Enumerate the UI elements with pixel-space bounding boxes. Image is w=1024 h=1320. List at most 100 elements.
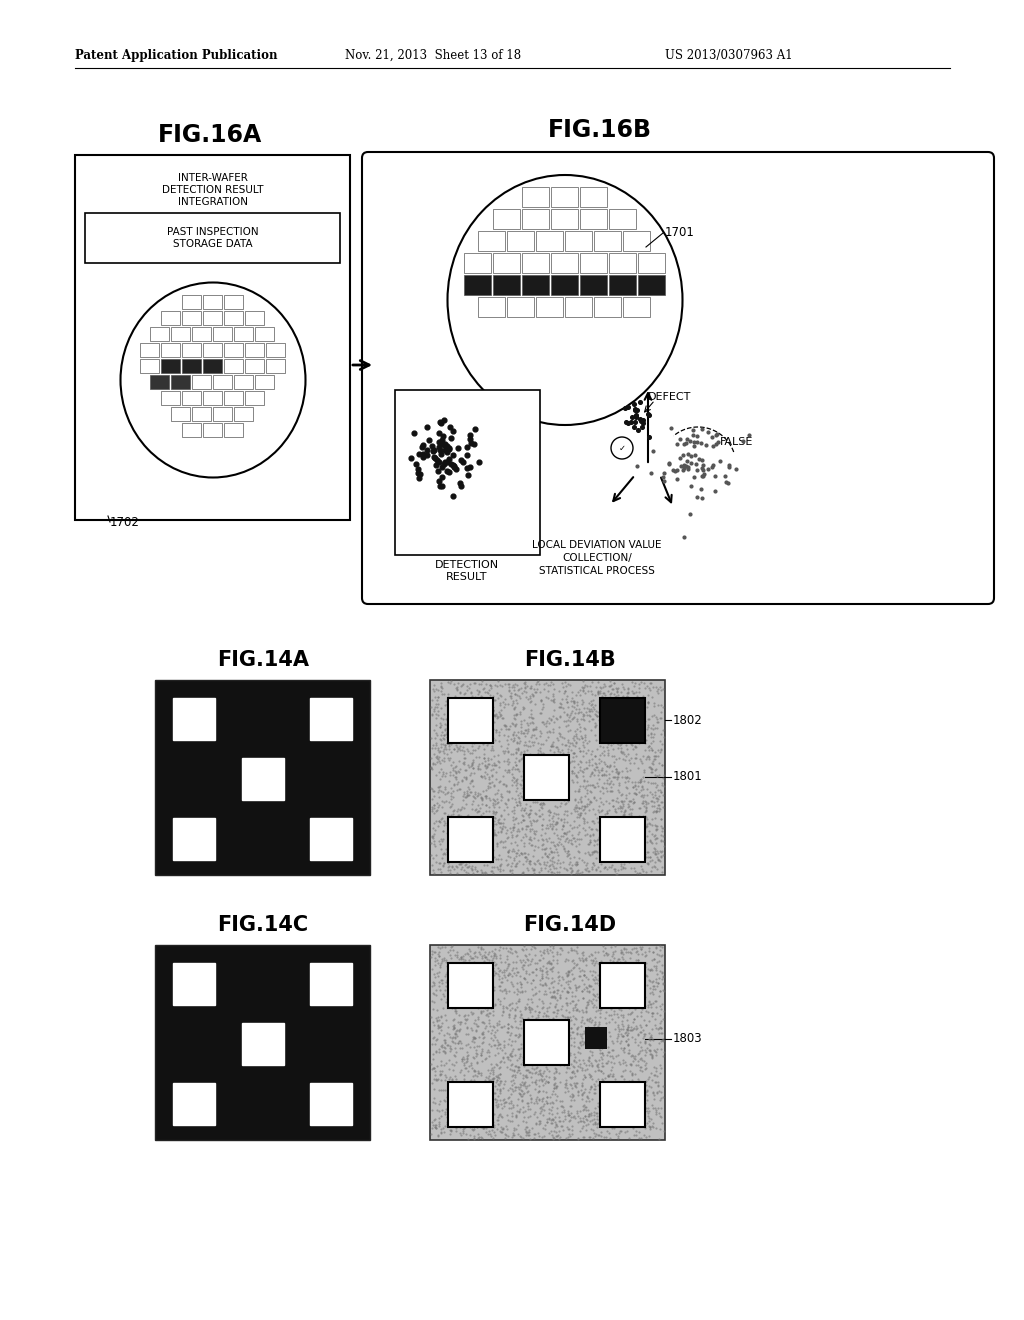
Point — [514, 957, 530, 978]
Point — [532, 1032, 549, 1053]
Point — [500, 820, 516, 841]
Point — [624, 1044, 640, 1065]
Point — [439, 841, 456, 862]
Point — [615, 791, 632, 812]
Point — [579, 676, 595, 697]
Point — [468, 841, 484, 862]
Point — [615, 702, 632, 723]
Point — [562, 1067, 579, 1088]
Point — [651, 1118, 668, 1139]
Point — [630, 983, 646, 1005]
Point — [439, 1111, 456, 1133]
Point — [477, 838, 494, 859]
Point — [507, 673, 523, 694]
Point — [655, 825, 672, 846]
Point — [500, 841, 516, 862]
Point — [499, 982, 515, 1003]
Point — [467, 1104, 483, 1125]
Point — [639, 684, 655, 705]
Point — [460, 777, 476, 799]
Point — [488, 706, 505, 727]
Point — [490, 821, 507, 842]
Point — [435, 854, 452, 875]
Point — [509, 961, 525, 982]
Point — [441, 416, 458, 437]
Point — [645, 676, 662, 697]
Point — [524, 1072, 541, 1093]
Point — [476, 747, 493, 768]
Point — [484, 759, 501, 780]
Point — [614, 948, 631, 969]
Point — [622, 752, 638, 774]
Point — [556, 1107, 572, 1129]
Point — [628, 960, 644, 981]
Point — [602, 973, 618, 994]
Point — [433, 1069, 450, 1090]
Point — [447, 845, 464, 866]
Point — [628, 1097, 644, 1118]
Point — [514, 940, 530, 961]
Point — [476, 1049, 493, 1071]
Point — [613, 985, 630, 1006]
Point — [510, 813, 526, 834]
Point — [535, 696, 551, 717]
Point — [632, 983, 648, 1005]
Point — [645, 754, 662, 775]
Point — [456, 817, 472, 838]
Point — [514, 1127, 530, 1148]
Point — [536, 792, 552, 813]
Point — [553, 825, 569, 846]
Point — [609, 966, 626, 987]
Point — [464, 770, 480, 791]
Point — [594, 981, 610, 1002]
Point — [552, 809, 568, 830]
Point — [613, 855, 630, 876]
Point — [615, 697, 632, 718]
Point — [603, 789, 620, 810]
Point — [645, 718, 662, 739]
Point — [446, 828, 463, 849]
Point — [463, 771, 479, 792]
Point — [498, 1125, 514, 1146]
Point — [568, 1101, 585, 1122]
Point — [441, 734, 458, 755]
Point — [631, 997, 647, 1018]
Point — [451, 847, 467, 869]
Point — [433, 838, 450, 859]
Point — [455, 696, 471, 717]
Point — [456, 1094, 472, 1115]
Point — [650, 1019, 667, 1040]
Point — [485, 774, 502, 795]
Point — [453, 719, 469, 741]
Point — [648, 711, 665, 733]
Point — [497, 817, 513, 838]
Point — [461, 989, 477, 1010]
Point — [556, 702, 572, 723]
Point — [590, 1026, 606, 1047]
Point — [565, 771, 582, 792]
Point — [546, 986, 562, 1007]
Point — [632, 1060, 648, 1081]
Point — [563, 1086, 580, 1107]
Point — [612, 812, 629, 833]
Point — [481, 1045, 498, 1067]
Point — [459, 834, 475, 855]
Point — [469, 960, 485, 981]
Point — [604, 816, 621, 837]
Point — [459, 1082, 475, 1104]
Point — [525, 1044, 542, 1065]
Point — [437, 694, 454, 715]
Point — [620, 1089, 636, 1110]
Point — [453, 805, 469, 826]
Point — [530, 1123, 547, 1144]
Point — [490, 702, 507, 723]
Point — [587, 1011, 603, 1032]
Point — [481, 1065, 498, 1086]
Point — [473, 1044, 489, 1065]
Bar — [193, 407, 211, 421]
Point — [562, 739, 579, 760]
Point — [459, 805, 475, 826]
Point — [441, 700, 458, 721]
Point — [608, 981, 625, 1002]
Point — [586, 787, 602, 808]
